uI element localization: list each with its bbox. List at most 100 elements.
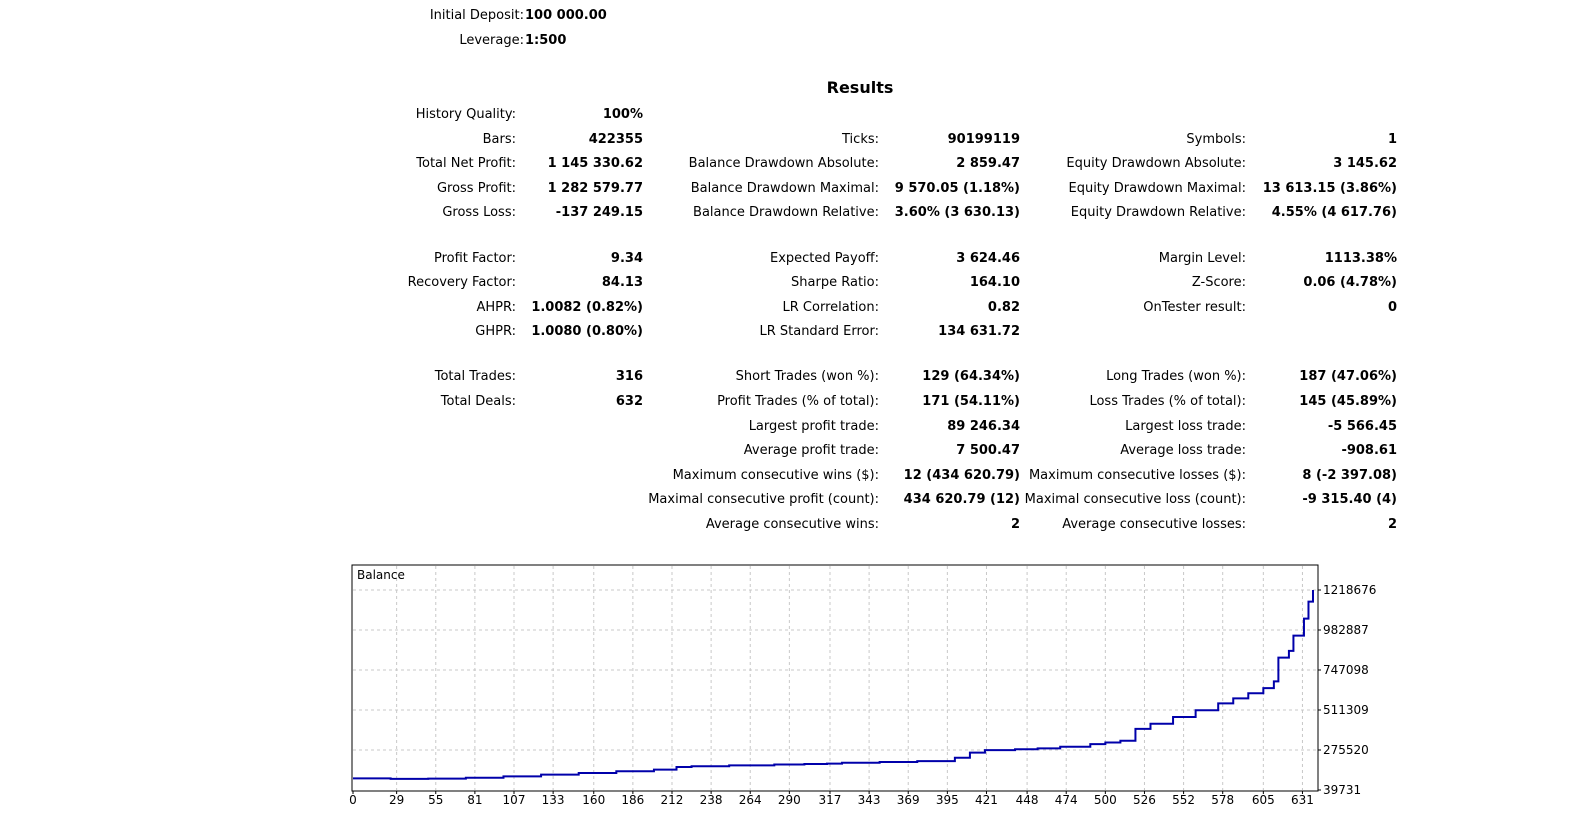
y-tick-label: 39731 bbox=[1323, 783, 1361, 797]
stat-label: OnTester result: bbox=[1143, 299, 1246, 315]
stat-value: 134 631.72 bbox=[938, 324, 1020, 340]
stat-value: 13 613.15 (3.86%) bbox=[1262, 180, 1397, 196]
stat-value: 145 (45.89%) bbox=[1299, 394, 1397, 409]
x-tick-label: 264 bbox=[739, 793, 762, 807]
initial-deposit-label: Initial Deposit: bbox=[429, 8, 524, 23]
stat-label: AHPR: bbox=[476, 299, 516, 315]
stat-value: 434 620.79 (12) bbox=[903, 492, 1020, 508]
y-tick-label: 511309 bbox=[1323, 703, 1369, 717]
stat-value: 1 282 579.77 bbox=[547, 180, 643, 196]
stat-label: Profit Factor: bbox=[434, 250, 516, 266]
x-tick-label: 500 bbox=[1094, 793, 1117, 807]
stat-label: Equity Drawdown Maximal: bbox=[1068, 180, 1246, 196]
stat-label: Margin Level: bbox=[1158, 250, 1246, 266]
stat-label: Balance Drawdown Maximal: bbox=[690, 180, 879, 196]
stat-label: Z-Score: bbox=[1191, 275, 1246, 291]
stat-value: 90199119 bbox=[947, 131, 1020, 147]
leverage-value: 1:500 bbox=[525, 33, 567, 48]
x-tick-label: 0 bbox=[349, 793, 357, 807]
stat-label: Sharpe Ratio: bbox=[791, 275, 879, 291]
stat-label: Largest loss trade: bbox=[1125, 418, 1246, 434]
x-tick-label: 526 bbox=[1133, 793, 1156, 807]
y-tick-label: 275520 bbox=[1323, 743, 1369, 757]
stat-label: Maximum consecutive wins ($): bbox=[672, 467, 879, 483]
stat-label: Equity Drawdown Absolute: bbox=[1066, 156, 1246, 172]
x-tick-label: 369 bbox=[897, 793, 920, 807]
stat-value: 0 bbox=[1387, 299, 1397, 315]
stat-label: Total Trades: bbox=[434, 369, 516, 385]
stat-label: GHPR: bbox=[475, 324, 516, 340]
stat-value: 164.10 bbox=[969, 275, 1020, 291]
stat-label: Gross Profit: bbox=[436, 180, 516, 196]
stat-label: Symbols: bbox=[1186, 131, 1246, 147]
x-tick-label: 212 bbox=[661, 793, 684, 807]
x-tick-label: 448 bbox=[1016, 793, 1039, 807]
x-tick-label: 395 bbox=[936, 793, 959, 807]
stat-label: Maximal consecutive profit (count): bbox=[648, 492, 879, 508]
y-tick-label: 1218676 bbox=[1323, 583, 1376, 597]
stat-value: -9 315.40 (4) bbox=[1302, 492, 1397, 508]
stat-value: 3.60% (3 630.13) bbox=[894, 205, 1020, 221]
stat-label: LR Standard Error: bbox=[759, 324, 879, 340]
stat-value: 422355 bbox=[588, 131, 643, 147]
stat-value: 4.55% (4 617.76) bbox=[1271, 205, 1397, 221]
stat-value: 1.0080 (0.80%) bbox=[531, 324, 643, 340]
x-tick-label: 186 bbox=[621, 793, 644, 807]
stat-label: Recovery Factor: bbox=[407, 275, 516, 291]
balance-line bbox=[353, 590, 1314, 780]
stat-value: 2 bbox=[1010, 517, 1020, 532]
stat-value: 1 145 330.62 bbox=[547, 156, 643, 172]
x-tick-label: 474 bbox=[1055, 793, 1078, 807]
stat-value: 100% bbox=[602, 107, 643, 122]
leverage-label: Leverage: bbox=[459, 33, 524, 48]
stat-label: Maximal consecutive loss (count): bbox=[1024, 492, 1246, 508]
stat-label: Gross Loss: bbox=[442, 205, 516, 221]
stat-label: Balance Drawdown Absolute: bbox=[688, 156, 879, 172]
stat-label: Short Trades (won %): bbox=[735, 369, 879, 385]
stat-label: Expected Payoff: bbox=[770, 250, 879, 266]
stat-value: 9 570.05 (1.18%) bbox=[894, 180, 1020, 196]
stat-value: 84.13 bbox=[601, 275, 643, 291]
stat-value: 7 500.47 bbox=[956, 443, 1020, 459]
stat-value: 8 (-2 397.08) bbox=[1302, 467, 1397, 483]
stat-label: Average consecutive wins: bbox=[705, 517, 879, 532]
x-tick-label: 290 bbox=[778, 793, 801, 807]
x-tick-label: 578 bbox=[1211, 793, 1234, 807]
stat-value: -5 566.45 bbox=[1327, 418, 1397, 434]
x-tick-label: 631 bbox=[1291, 793, 1314, 807]
x-tick-label: 605 bbox=[1252, 793, 1275, 807]
stat-value: 89 246.34 bbox=[947, 418, 1020, 434]
stat-value: 3 145.62 bbox=[1333, 156, 1397, 172]
stat-label: Balance Drawdown Relative: bbox=[693, 205, 879, 221]
initial-deposit-value: 100 000.00 bbox=[525, 8, 607, 23]
stat-label: Total Net Profit: bbox=[416, 156, 516, 172]
stat-label: History Quality: bbox=[415, 107, 516, 122]
y-tick-label: 747098 bbox=[1323, 663, 1369, 677]
x-tick-label: 81 bbox=[467, 793, 482, 807]
chart-frame bbox=[351, 564, 1319, 792]
stat-value: 187 (47.06%) bbox=[1299, 369, 1397, 385]
stat-label: Loss Trades (% of total): bbox=[1089, 394, 1246, 409]
stat-value: -137 249.15 bbox=[555, 205, 643, 221]
stat-value: 316 bbox=[615, 369, 643, 385]
stat-value: 0.82 bbox=[987, 299, 1020, 315]
x-tick-label: 421 bbox=[975, 793, 998, 807]
stat-value: 1 bbox=[1387, 131, 1397, 147]
stat-value: 3 624.46 bbox=[956, 250, 1020, 266]
x-tick-label: 343 bbox=[858, 793, 881, 807]
stat-label: LR Correlation: bbox=[782, 299, 879, 315]
x-tick-label: 317 bbox=[819, 793, 842, 807]
stat-label: Average loss trade: bbox=[1120, 443, 1246, 459]
stat-value: 171 (54.11%) bbox=[922, 394, 1020, 409]
stat-label: Profit Trades (% of total): bbox=[717, 394, 879, 409]
stat-value: 632 bbox=[615, 394, 643, 409]
y-tick-label: 982887 bbox=[1323, 623, 1369, 637]
x-tick-label: 133 bbox=[542, 793, 565, 807]
stat-value: 2 859.47 bbox=[956, 156, 1020, 172]
x-tick-label: 160 bbox=[582, 793, 605, 807]
chart-title: Balance bbox=[357, 568, 405, 582]
stat-value: -908.61 bbox=[1341, 443, 1397, 459]
stat-label: Average profit trade: bbox=[743, 443, 879, 459]
x-tick-label: 552 bbox=[1172, 793, 1195, 807]
